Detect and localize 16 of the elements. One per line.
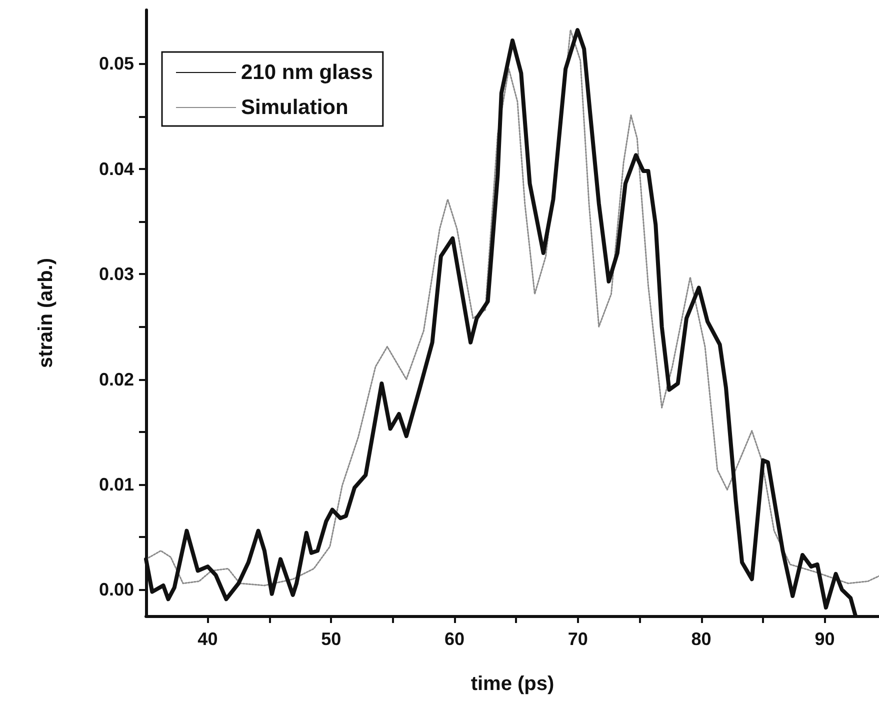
x-tick-label: 80 xyxy=(691,629,712,649)
x-tick-label: 70 xyxy=(568,629,588,649)
x-tick-label: 50 xyxy=(321,629,342,649)
x-tick-label: 40 xyxy=(198,629,218,649)
legend-label: Simulation xyxy=(241,96,348,119)
y-tick-label: 0.01 xyxy=(98,474,134,494)
y-tick-label: 0.00 xyxy=(98,580,134,600)
y-tick-label: 0.03 xyxy=(98,264,134,284)
x-tick-label: 90 xyxy=(814,629,835,649)
y-axis-title: strain (arb.) xyxy=(35,258,57,368)
x-axis-title: time (ps) xyxy=(470,673,554,695)
x-tick-label: 60 xyxy=(444,629,465,649)
y-tick-label: 0.02 xyxy=(98,369,134,390)
legend-label: 210 nm glass xyxy=(241,61,373,84)
y-tick-label: 0.05 xyxy=(98,54,134,74)
y-tick-label: 0.04 xyxy=(98,158,134,179)
